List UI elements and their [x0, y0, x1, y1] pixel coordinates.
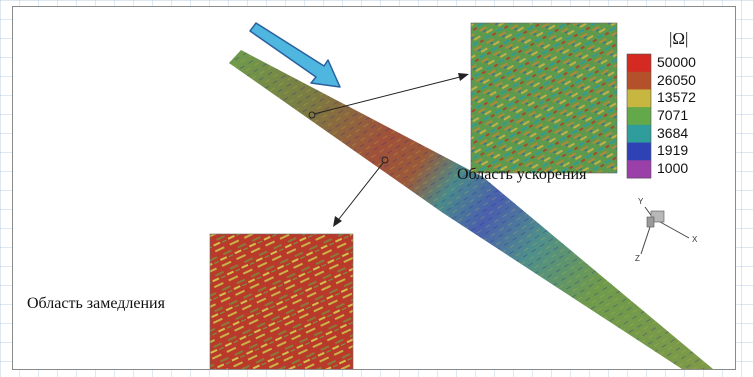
deceleration-region-label: Область замедления [27, 295, 165, 312]
pointer-to-deceleration [333, 156, 389, 227]
legend-tick-label: 1000 [657, 160, 689, 177]
figure-canvas [209, 22, 713, 369]
legend-colorbar [626, 53, 652, 179]
legend-color-5 [627, 142, 651, 161]
legend-title: |Ω| [669, 29, 689, 48]
acceleration-region-label: Область ускорения [457, 166, 587, 183]
legend-color-6 [627, 160, 651, 179]
inset-deceleration-image [209, 233, 354, 369]
legend-color-3 [627, 107, 651, 126]
axis-label-z: Z [635, 254, 640, 263]
legend-tick-label: 26050 [657, 71, 696, 88]
legend-tick-label: 1919 [657, 142, 689, 159]
legend-tick-label: 7071 [657, 107, 689, 123]
legend-color-1 [627, 71, 651, 90]
figure-frame: |Ω| 50000 26050 13572 7071 3684 1919 1000 Y X … [12, 6, 736, 370]
legend-color-2 [627, 89, 651, 108]
axis-triad-icon [640, 206, 690, 255]
flow-strip-texture [229, 50, 713, 369]
axis-label-x: X [692, 235, 698, 244]
legend-colorbar-outline [626, 53, 652, 179]
legend-color-0 [627, 54, 651, 73]
legend-tick-label: 50000 [657, 53, 696, 70]
legend-color-4 [627, 124, 651, 144]
inset-acceleration-image [470, 22, 618, 174]
pointer-to-acceleration [308, 73, 469, 119]
axis-label-y: Y [638, 197, 644, 206]
flow-direction-arrow [249, 22, 341, 88]
legend-tick-label: 3684 [657, 124, 689, 141]
legend-tick-label: 13572 [657, 89, 696, 106]
